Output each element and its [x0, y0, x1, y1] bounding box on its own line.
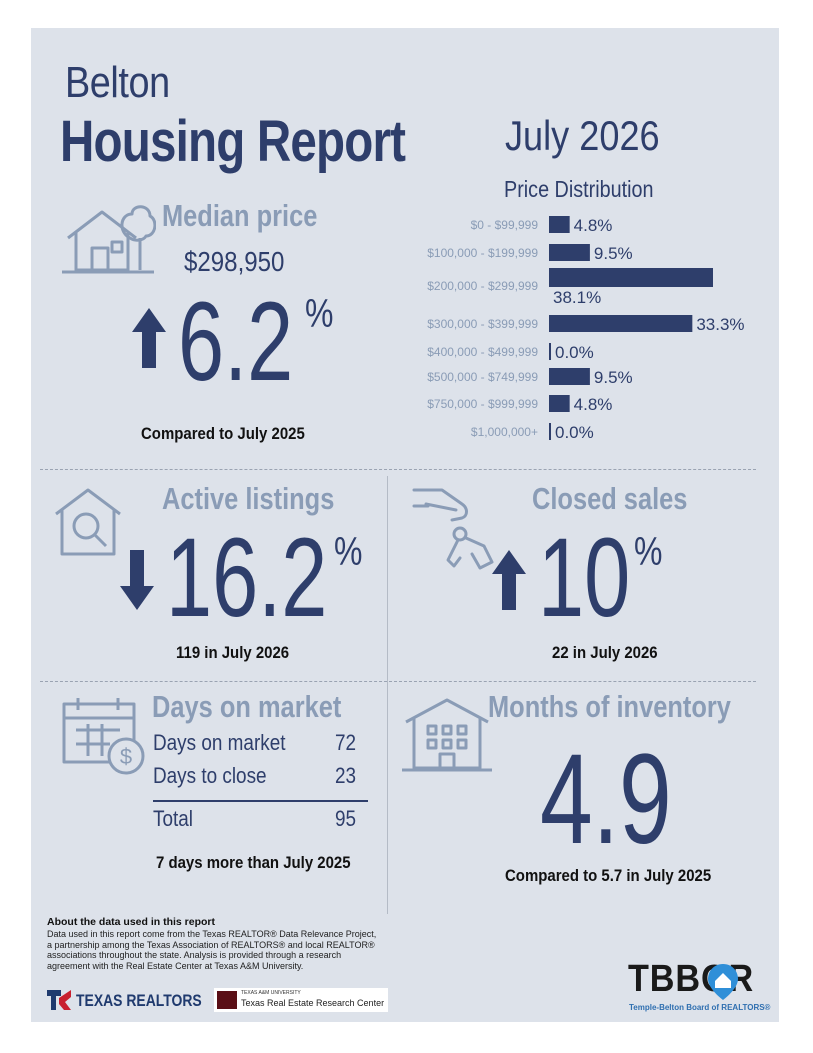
- median-price-value: $298,950: [184, 246, 285, 277]
- dom-total-label: Total: [153, 806, 193, 831]
- pd-category-label: $400,000 - $499,999: [427, 345, 538, 359]
- median-price-caption: Compared to July 2025: [141, 424, 305, 443]
- calendar-dollar-icon: $: [62, 698, 145, 775]
- tamu-center-name: Texas Real Estate Research Center: [241, 998, 385, 1008]
- pd-value-label: 9.5%: [594, 244, 633, 263]
- pd-value-label: 4.8%: [574, 395, 613, 414]
- city-name: Belton: [65, 58, 170, 107]
- tamu-logo-box: [214, 988, 388, 1012]
- arrow-up-icon: [492, 550, 526, 610]
- pd-category-label: $500,000 - $749,999: [427, 370, 538, 384]
- median-price-change: 6.2: [178, 279, 294, 404]
- pd-value-label: 33.3%: [696, 315, 744, 334]
- closed-sales-change: 10: [538, 515, 631, 640]
- pd-bar: [549, 395, 570, 412]
- active-listings-caption: 119 in July 2026: [176, 643, 290, 662]
- about-title: About the data used in this report: [47, 916, 216, 928]
- pd-category-label: $300,000 - $399,999: [427, 317, 538, 331]
- months-inventory-value: 4.9: [540, 728, 672, 871]
- arrow-up-icon: [132, 308, 166, 368]
- pd-value-label: 0.0%: [555, 343, 594, 362]
- median-price-unit: %: [305, 292, 334, 336]
- pd-value-label: 4.8%: [574, 216, 613, 235]
- median-price-title: Median price: [162, 198, 318, 233]
- tamu-logo-mark: [217, 991, 237, 1009]
- divider-middle: [40, 681, 756, 682]
- pd-category-label: $100,000 - $199,999: [427, 246, 538, 260]
- report-title: Housing Report: [60, 109, 406, 174]
- texas-realtors-logo-mark: [47, 990, 71, 1010]
- house-tree-icon: [62, 205, 156, 274]
- dom-total-value: 95: [335, 806, 357, 831]
- hand-keys-icon: [412, 488, 494, 570]
- pd-bar: [549, 343, 551, 360]
- dom-row-value-0: 72: [335, 730, 357, 755]
- report-panel: [31, 28, 779, 1022]
- price-distribution-title: Price Distribution: [504, 176, 654, 202]
- report-month: July 2026: [505, 112, 660, 159]
- location-pin-icon: [708, 964, 738, 1000]
- about-text: Data used in this report come from the T…: [47, 929, 377, 971]
- pd-bar: [549, 216, 570, 233]
- pd-category-label: $0 - $99,999: [471, 218, 539, 232]
- days-on-market-title: Days on market: [152, 689, 342, 724]
- pd-category-label: $1,000,000+: [471, 425, 538, 439]
- pd-category-label: $750,000 - $999,999: [427, 397, 538, 411]
- months-inventory-caption: Compared to 5.7 in July 2025: [505, 866, 712, 885]
- dom-row-label-1: Days to close: [153, 763, 267, 788]
- pd-category-label: $200,000 - $299,999: [427, 279, 538, 293]
- pd-value-label: 0.0%: [555, 423, 594, 442]
- closed-sales-title: Closed sales: [532, 481, 688, 516]
- active-listings-change: 16.2: [166, 515, 328, 640]
- svg-text:$: $: [120, 744, 132, 769]
- dom-row-label-0: Days on market: [153, 730, 286, 755]
- closed-sales-unit: %: [634, 530, 663, 574]
- building-icon: [402, 698, 492, 772]
- tamu-small-text: TEXAS A&M UNIVERSITY: [241, 990, 301, 996]
- months-inventory-title: Months of inventory: [488, 689, 731, 724]
- pd-bar: [549, 268, 713, 287]
- pd-bar: [549, 244, 590, 261]
- dom-row-value-1: 23: [335, 763, 357, 788]
- pd-bar: [549, 368, 590, 385]
- tbbor-name: Temple-Belton Board of REALTORS®: [629, 1003, 771, 1012]
- divider-top: [40, 469, 756, 470]
- pd-bar: [549, 315, 693, 332]
- price-distribution-chart: $0 - $99,999 4.8% $100,000 - $199,999 9.5% $…: [427, 216, 745, 442]
- house-magnifier-icon: [55, 488, 121, 556]
- pd-bar: [549, 423, 551, 440]
- days-on-market-caption: 7 days more than July 2025: [156, 853, 351, 872]
- arrow-down-icon: [120, 550, 154, 610]
- closed-sales-caption: 22 in July 2026: [552, 643, 658, 662]
- pd-value-label: 9.5%: [594, 368, 633, 387]
- active-listings-unit: %: [334, 530, 363, 574]
- dom-total-rule: [153, 800, 368, 802]
- divider-vertical: [387, 476, 388, 914]
- pd-value-label: 38.1%: [553, 288, 601, 307]
- texas-realtors-name: TEXAS REALTORS: [76, 991, 202, 1010]
- active-listings-title: Active listings: [162, 481, 335, 516]
